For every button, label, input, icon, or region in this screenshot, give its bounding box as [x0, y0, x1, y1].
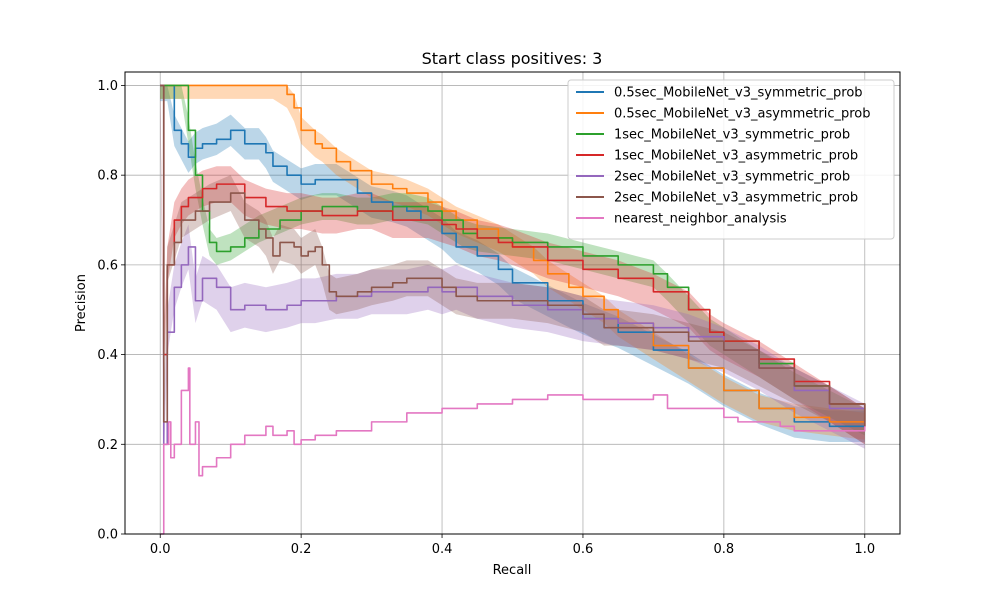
- legend-label: 1sec_MobileNet_v3_asymmetric_prob: [614, 149, 858, 164]
- x-tick-label: 0.8: [714, 542, 735, 557]
- y-axis-ticks: 0.0 0.2 0.4 0.6 0.8 1.0: [97, 79, 125, 543]
- plot-frame: [124, 71, 901, 535]
- series-band: [160, 85, 865, 440]
- x-tick-label: 1.0: [854, 542, 875, 557]
- y-tick-label: 0.4: [97, 348, 118, 363]
- x-tick-label: 0.2: [291, 542, 312, 557]
- legend-label: 1sec_MobileNet_v3_symmetric_prob: [614, 128, 850, 143]
- legend-label: 2sec_MobileNet_v3_symmetric_prob: [614, 170, 850, 185]
- y-axis-label: Precision: [74, 274, 89, 332]
- legend-label: nearest_neighbor_analysis: [614, 212, 787, 227]
- series-lines: [160, 84, 866, 535]
- legend-label: 0.5sec_MobileNet_v3_symmetric_prob: [614, 86, 863, 101]
- legend-box: [567, 79, 895, 240]
- x-tick-label: 0.4: [432, 542, 453, 557]
- legend-label: 0.5sec_MobileNet_v3_asymmetric_prob: [614, 107, 871, 122]
- x-tick-label: 0.0: [150, 542, 171, 557]
- x-tick-label: 0.6: [573, 542, 594, 557]
- x-axis-label: Recall: [493, 563, 532, 578]
- y-tick-label: 1.0: [97, 79, 118, 94]
- y-tick-label: 0.8: [97, 169, 118, 184]
- series-line: [160, 84, 866, 427]
- series-band: [160, 85, 865, 445]
- y-tick-label: 0.2: [97, 438, 118, 453]
- series-line: [160, 84, 866, 427]
- x-axis-ticks: 0.0 0.2 0.4 0.6 0.8 1.0: [150, 534, 875, 557]
- y-tick-label: 0.0: [97, 528, 118, 543]
- legend-label: 2sec_MobileNet_v3_asymmetric_prob: [614, 191, 858, 206]
- series-line: [160, 84, 866, 427]
- chart-title: Start class positives: 3: [422, 49, 603, 68]
- series-line: [160, 367, 866, 535]
- y-tick-label: 0.6: [97, 258, 118, 273]
- legend: 0.5sec_MobileNet_v3_symmetric_prob 0.5sec…: [567, 79, 895, 240]
